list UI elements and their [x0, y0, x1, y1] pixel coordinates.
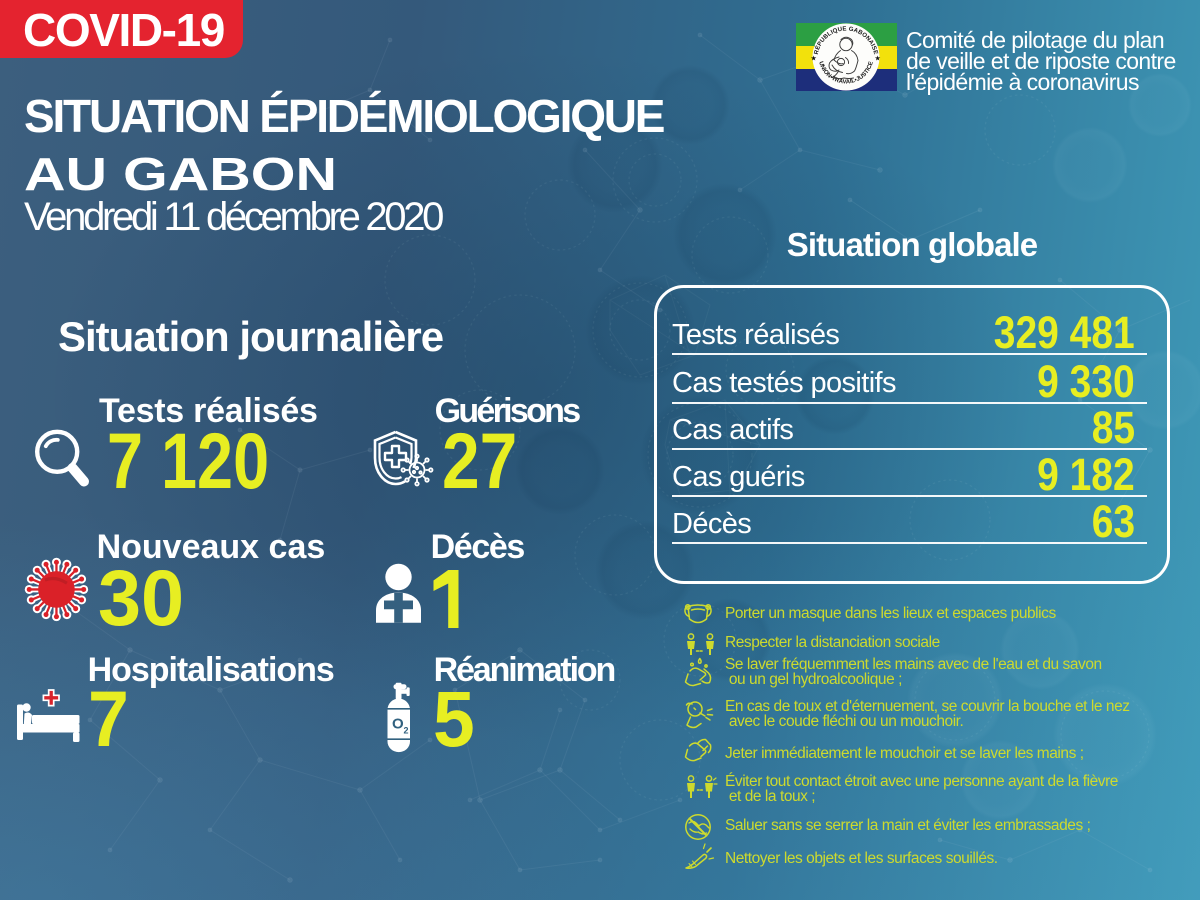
svg-text:★: ★ [875, 55, 881, 63]
svg-text:2: 2 [404, 726, 409, 736]
svg-text:O: O [392, 716, 404, 733]
svg-text:★: ★ [811, 55, 817, 63]
